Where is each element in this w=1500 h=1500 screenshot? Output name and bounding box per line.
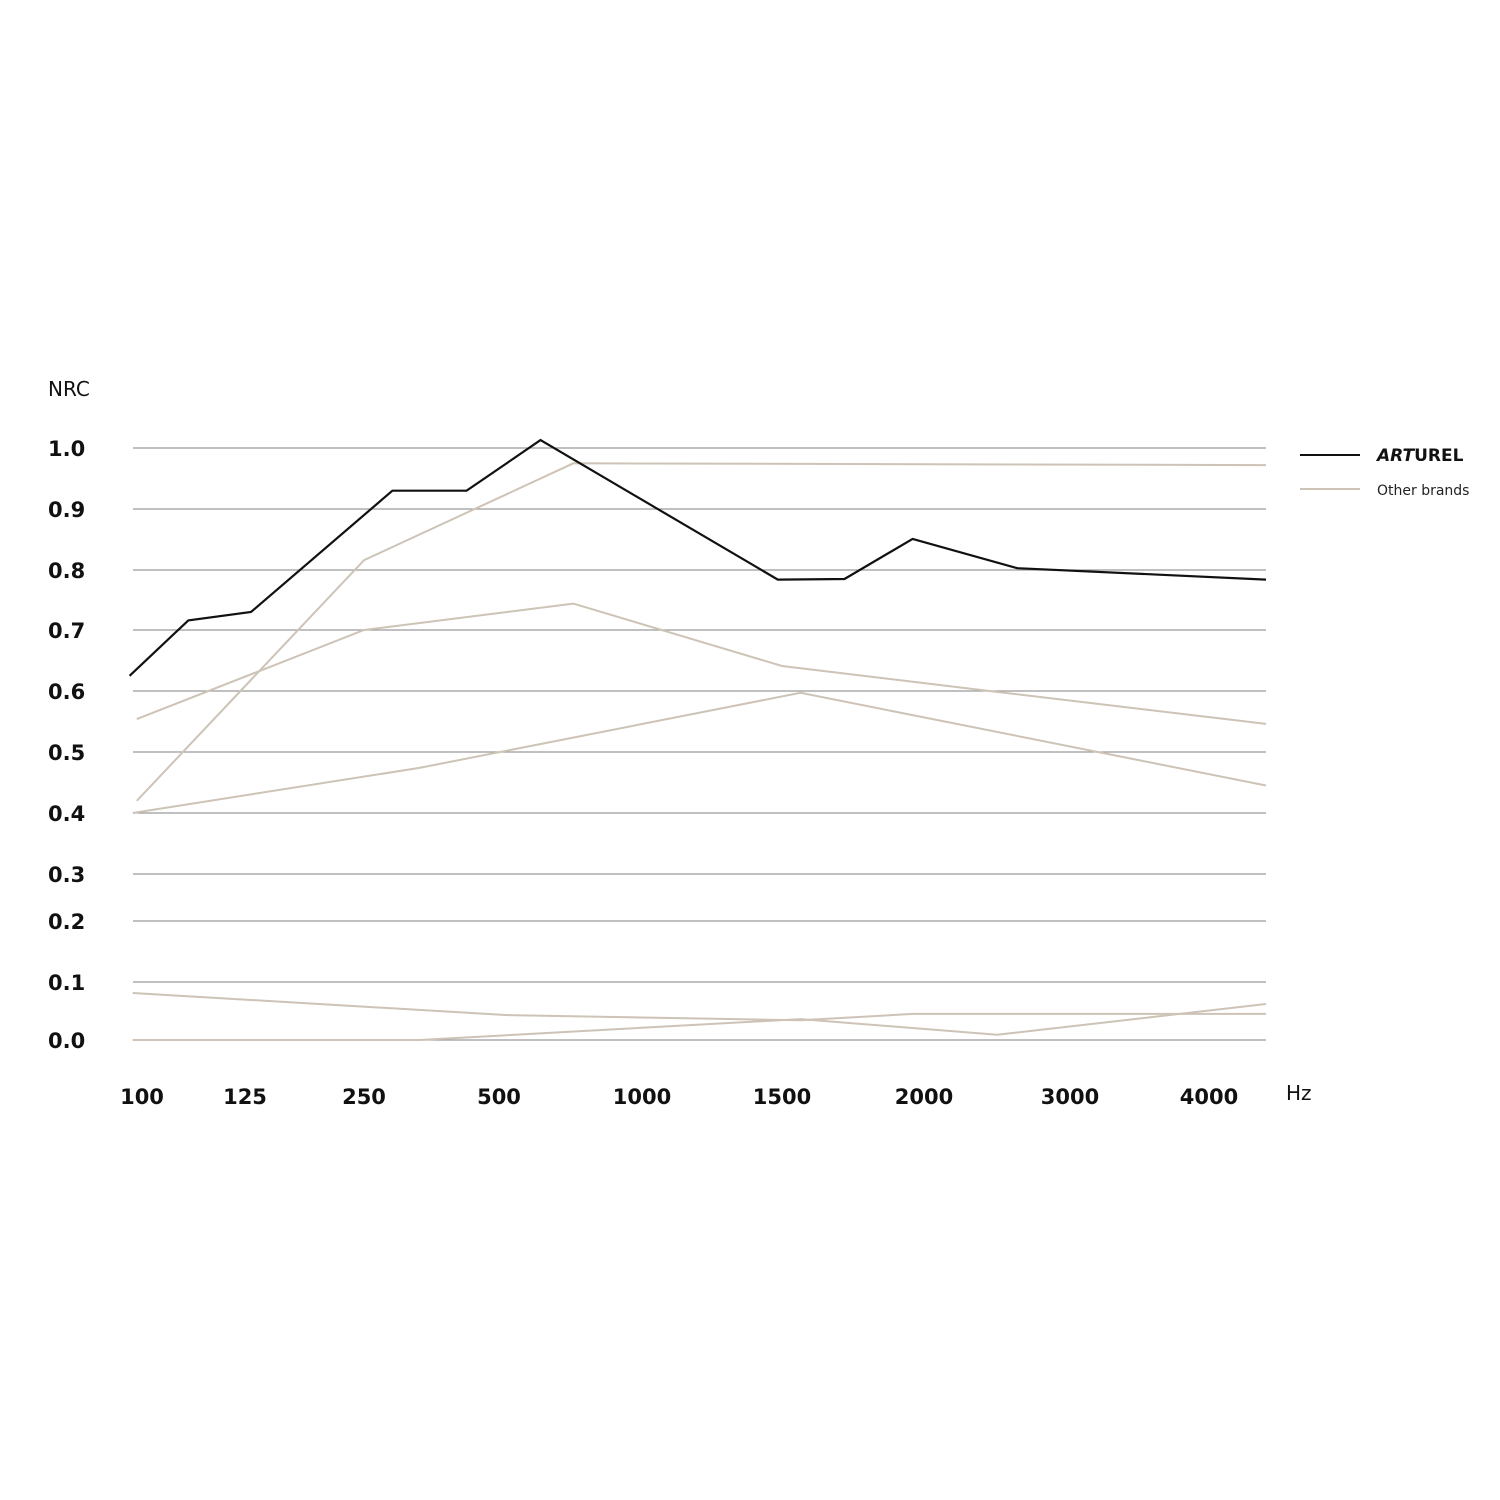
x-tick-label: 250: [342, 1085, 386, 1109]
x-tick-label: 500: [477, 1085, 521, 1109]
series-line-other-brand: [136, 602, 1267, 725]
x-tick-label: 1000: [613, 1085, 671, 1109]
series-lines: [128, 438, 1267, 1041]
x-tick-label: 2000: [895, 1085, 953, 1109]
series-line-other-brand: [132, 1003, 1267, 1041]
y-tick-label: 0.0: [48, 1029, 85, 1053]
series-line-other-brand: [132, 691, 1267, 814]
series-line-other-brand: [136, 462, 1267, 802]
y-tick-label: 0.8: [48, 559, 85, 583]
gridlines: [133, 447, 1266, 1041]
y-tick-label: 0.4: [48, 802, 85, 826]
y-tick-label: 0.1: [48, 971, 85, 995]
series-line-arturel: [128, 438, 1267, 677]
y-tick-labels: 1.0 0.9 0.8 0.7 0.6 0.5 0.4 0.3 0.2 0.1 0.0: [48, 437, 85, 1053]
x-tick-label: 125: [223, 1085, 267, 1109]
x-axis-label: Hz: [1286, 1081, 1312, 1105]
y-tick-label: 0.2: [48, 910, 85, 934]
x-tick-label: 3000: [1041, 1085, 1099, 1109]
x-tick-labels: 100 125 250 500 1000 1500 2000 3000 4000: [120, 1085, 1238, 1109]
legend-label: Other brands: [1377, 483, 1469, 499]
y-tick-label: 1.0: [48, 437, 85, 461]
y-tick-label: 0.7: [48, 619, 85, 643]
y-tick-label: 0.6: [48, 680, 85, 704]
x-tick-label: 100: [120, 1085, 164, 1109]
y-tick-label: 0.3: [48, 863, 85, 887]
y-tick-label: 0.5: [48, 741, 85, 765]
legend: ARTUREL Other brands: [1300, 446, 1469, 499]
series-line-other-brand: [132, 992, 1266, 1022]
legend-label: ARTUREL: [1375, 446, 1464, 466]
x-tick-label: 4000: [1180, 1085, 1238, 1109]
x-tick-label: 1500: [753, 1085, 811, 1109]
y-tick-label: 0.9: [48, 498, 85, 522]
y-axis-label: NRC: [48, 377, 90, 401]
